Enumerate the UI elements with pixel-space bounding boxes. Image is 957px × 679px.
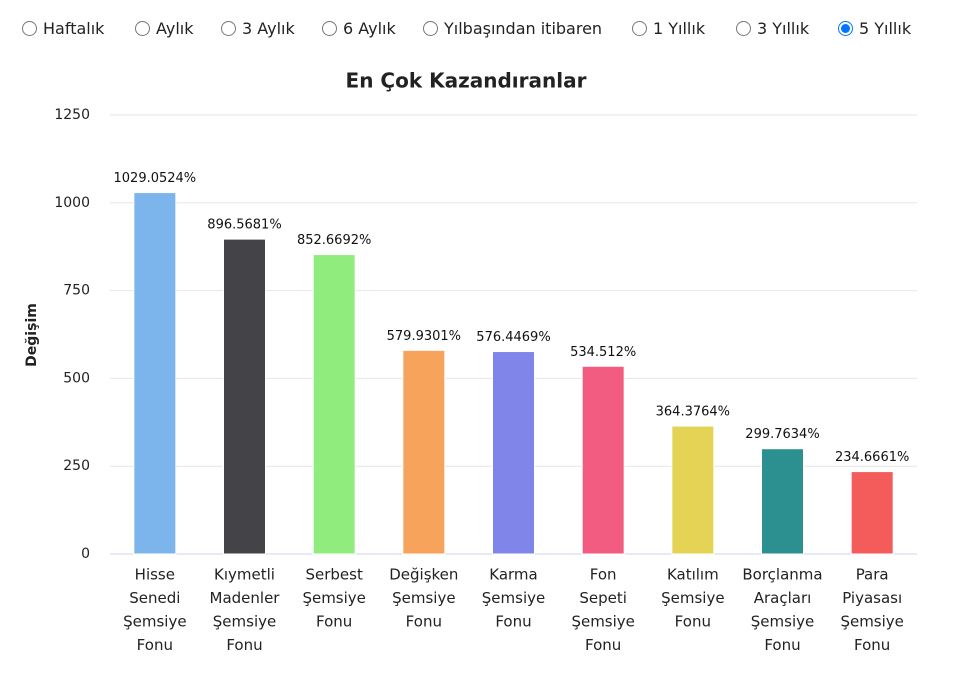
x-tick-label: Fonu <box>406 613 442 631</box>
option-label: 1 Yıllık <box>653 19 706 38</box>
x-tick-label: Para <box>856 566 889 584</box>
option-label: 5 Yıllık <box>859 19 912 38</box>
radio-button[interactable] <box>423 21 438 36</box>
y-tick-label: 750 <box>63 283 90 299</box>
period-option[interactable]: 5 Yıllık <box>838 19 911 38</box>
option-label: Yılbaşından itibaren <box>444 19 603 38</box>
x-tick-label: Değişken <box>389 566 458 584</box>
x-tick-label: Fonu <box>137 636 173 654</box>
radio-button[interactable] <box>22 21 37 36</box>
data-label: 576.4469% <box>476 330 550 345</box>
period-selector: Haftalık Aylık 3 Aylık 6 Aylık Yılbaşından i… <box>0 0 957 60</box>
bar <box>223 238 266 555</box>
x-tick-label: Hisse <box>135 566 175 584</box>
x-tick-label: Şemsiye <box>392 589 455 607</box>
data-label: 299.7634% <box>745 427 819 442</box>
x-tick-label: Karma <box>489 566 537 584</box>
option-label: 3 Yıllık <box>757 19 810 38</box>
x-tick-label: Kıymetli <box>214 566 275 584</box>
bar <box>133 192 177 555</box>
radio-button[interactable] <box>838 21 853 36</box>
period-option[interactable]: 1 Yıllık <box>632 19 705 38</box>
y-tick-label: 500 <box>63 370 90 386</box>
option-label: Aylık <box>156 19 194 38</box>
x-tick-label: Araçları <box>754 589 812 607</box>
x-tick-label: Fonu <box>495 613 531 631</box>
y-tick-label: 0 <box>81 546 90 562</box>
radio-button[interactable] <box>736 21 751 36</box>
x-tick-label: Şemsiye <box>571 613 634 631</box>
bar <box>850 471 894 555</box>
data-label: 234.6661% <box>835 450 909 465</box>
data-label: 364.3764% <box>656 405 730 420</box>
x-tick-label: Şemsiye <box>123 613 186 631</box>
x-tick-label: Fonu <box>316 613 352 631</box>
data-label: 579.9301% <box>387 329 461 344</box>
x-tick-label: Senedi <box>129 589 180 607</box>
x-tick-label: Fonu <box>585 636 621 654</box>
period-option[interactable]: Aylık <box>135 19 193 38</box>
x-tick-label: Fonu <box>764 636 800 654</box>
x-tick-label: Fonu <box>854 636 890 654</box>
y-axis-label: Değişim <box>24 303 40 367</box>
period-option[interactable]: Yılbaşından itibaren <box>423 19 602 38</box>
x-tick-label: Fon <box>590 566 617 584</box>
radio-button[interactable] <box>632 21 647 36</box>
period-option[interactable]: 3 Yıllık <box>736 19 809 38</box>
x-tick-label: Şemsiye <box>661 589 724 607</box>
radio-button[interactable] <box>221 21 236 36</box>
y-tick-label: 1000 <box>54 195 90 211</box>
x-tick-label: Şemsiye <box>213 613 276 631</box>
x-tick-label: Fonu <box>226 636 262 654</box>
bar <box>492 351 535 555</box>
x-tick-label: Sepeti <box>579 589 627 607</box>
x-tick-label: Borçlanma <box>742 566 822 584</box>
bar <box>761 448 804 555</box>
bar <box>402 349 446 555</box>
x-tick-label: Şemsiye <box>840 613 903 631</box>
x-tick-label: Şemsiye <box>302 589 365 607</box>
data-label: 534.512% <box>570 345 636 360</box>
data-label: 852.6692% <box>297 233 371 248</box>
x-tick-label: Fonu <box>675 613 711 631</box>
x-tick-label: Şemsiye <box>482 589 545 607</box>
x-tick-label: Katılım <box>667 566 719 584</box>
period-option[interactable]: Haftalık <box>22 19 104 38</box>
y-tick-label: 250 <box>63 458 90 474</box>
radio-button[interactable] <box>322 21 337 36</box>
x-tick-label: Madenler <box>210 589 281 607</box>
period-option[interactable]: 6 Aylık <box>322 19 396 38</box>
option-label: 6 Aylık <box>343 19 396 38</box>
radio-button[interactable] <box>135 21 150 36</box>
x-tick-label: Şemsiye <box>751 613 814 631</box>
period-option[interactable]: 3 Aylık <box>221 19 295 38</box>
bar <box>312 254 356 555</box>
y-tick-label: 1250 <box>54 107 90 123</box>
option-label: Haftalık <box>43 19 105 38</box>
data-label: 1029.0524% <box>114 171 197 186</box>
bar <box>671 425 715 555</box>
chart-title: En Çok Kazandıranlar <box>346 69 587 93</box>
option-label: 3 Aylık <box>242 19 295 38</box>
data-label: 896.5681% <box>207 218 281 233</box>
x-tick-label: Serbest <box>305 566 362 584</box>
bar <box>581 365 625 555</box>
x-tick-label: Piyasası <box>842 589 902 607</box>
